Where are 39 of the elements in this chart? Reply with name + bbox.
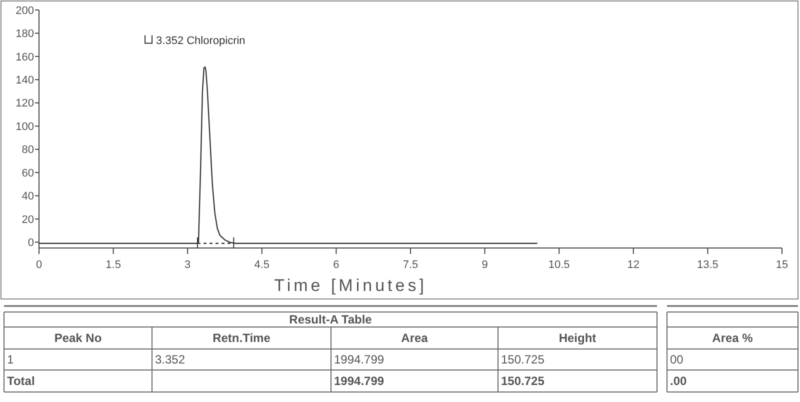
x-tick-label: 3 [184, 259, 191, 271]
text: Area % [712, 331, 754, 346]
x-tick-label: 10.5 [548, 259, 570, 271]
y-tick-label: 180 [16, 28, 34, 40]
text: Retn.Time [212, 331, 271, 346]
y-tick-label: 20 [22, 214, 34, 226]
text: Result-A Table [289, 312, 372, 327]
text: 1994.799 [334, 352, 384, 367]
x-tick-label: 12 [627, 259, 640, 271]
y-tick-label: 200 [16, 4, 34, 17]
x-tick-label: 6 [333, 259, 340, 271]
y-tick-label: 80 [22, 144, 34, 156]
y-tick-label: 160 [16, 51, 34, 64]
x-tick-label: 15 [776, 259, 788, 271]
text: Total [7, 374, 35, 388]
text: 150.725 [501, 374, 545, 388]
text: .00 [670, 374, 688, 388]
text: 3.352 [155, 352, 186, 367]
text: 150.725 [501, 352, 545, 367]
x-tick-label: 1.5 [106, 259, 121, 271]
x-tick-label: 4.5 [254, 259, 270, 271]
y-tick-label: 40 [22, 190, 34, 203]
annotation: 3.352 Chloropicrin [156, 35, 246, 48]
y-tick-label: 100 [16, 120, 34, 133]
text: Peak No [54, 331, 102, 346]
y-tick-label: 0 [28, 237, 34, 250]
y-tick-label: 120 [16, 98, 34, 110]
text: 1 [7, 352, 14, 367]
y-tick-label: 140 [16, 74, 34, 87]
text: 00 [670, 352, 684, 367]
x-tick-label: 0 [36, 259, 42, 271]
text: Area [401, 331, 428, 346]
x-tick-label: 13.5 [696, 259, 718, 271]
text: 1994.799 [334, 374, 384, 388]
y-tick-label: 60 [22, 167, 34, 180]
x-axis-title: Time [Minutes] [274, 276, 427, 295]
x-tick-label: 7.5 [402, 259, 418, 271]
text: Height [558, 331, 596, 346]
x-tick-label: 9 [482, 259, 488, 271]
